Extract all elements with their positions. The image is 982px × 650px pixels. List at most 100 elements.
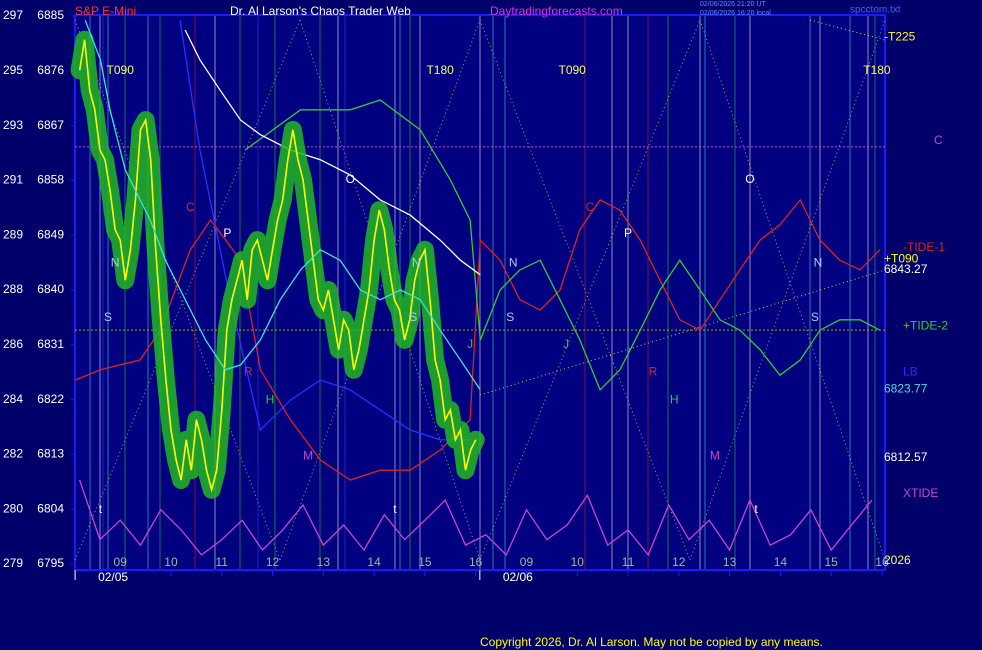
y-left-label: 295 <box>3 63 23 77</box>
annotation: M <box>710 448 720 462</box>
annotation: t <box>99 502 103 516</box>
series-line <box>184 29 481 276</box>
y-tick-label: 6867 <box>37 118 64 132</box>
y-left-label: 284 <box>3 392 23 406</box>
y-left-label: 288 <box>3 282 23 296</box>
series-label: XTIDE <box>903 486 938 500</box>
copyright: Copyright 2026, Dr. Al Larson. May not b… <box>480 635 823 649</box>
time-line <box>479 19 691 561</box>
annotation: J <box>467 337 473 351</box>
x-tick-label: 15 <box>418 555 432 569</box>
x-tick-label: 11 <box>622 555 635 569</box>
annotation: T180 <box>863 63 891 77</box>
x-tick-label: 09 <box>114 555 128 569</box>
y-left-label: 297 <box>3 8 23 22</box>
y-tick-label: 6885 <box>37 8 64 22</box>
date-label: 02/06 <box>503 570 533 584</box>
annotation: O <box>346 172 355 186</box>
annotation: R <box>649 364 658 378</box>
y-tick-label: 6840 <box>37 282 64 296</box>
y-left-label: 293 <box>3 118 23 132</box>
y-tick-label: 6849 <box>37 227 64 241</box>
annotation: T090 <box>558 63 586 77</box>
series-line <box>84 20 481 391</box>
y-tick-label: 6813 <box>37 447 64 461</box>
series-line <box>179 20 471 441</box>
annotation: R <box>244 364 253 378</box>
file-name: spcctom.txt <box>850 5 901 16</box>
x-tick-label: 14 <box>774 555 788 569</box>
x-tick-label: 16 <box>875 555 889 569</box>
y-left-label: 280 <box>3 501 23 515</box>
right-label: 6812.57 <box>884 450 928 464</box>
annotation: J <box>563 337 569 351</box>
y-tick-label: 6876 <box>37 63 64 77</box>
symbol: S&P E-Mini <box>75 4 136 18</box>
annotation: M <box>303 448 313 462</box>
time-line <box>809 19 886 41</box>
annotation: H <box>266 392 275 406</box>
annotation: T180 <box>426 63 454 77</box>
site: Daytradingforecasts.com <box>490 4 623 18</box>
x-tick-label: 12 <box>266 555 280 569</box>
y-left-label: 289 <box>3 227 23 241</box>
annotation: N <box>111 255 120 269</box>
right-label: 2026 <box>884 553 911 567</box>
stamp: 02/06/2026 21:20 UT <box>700 1 766 8</box>
series-line <box>244 99 881 392</box>
series-label: LB <box>903 364 918 378</box>
y-tick-label: 6822 <box>37 392 64 406</box>
annotation: S <box>409 310 417 324</box>
x-tick-label: 14 <box>367 555 381 569</box>
annotation: N <box>509 255 518 269</box>
annotation: S <box>811 310 819 324</box>
annotation: T090 <box>107 63 135 77</box>
x-tick-label: 09 <box>520 555 534 569</box>
annotation: t <box>754 502 758 516</box>
series-label: -TIDE-1 <box>903 240 945 254</box>
annotation: t <box>393 502 397 516</box>
annotation: C <box>186 200 195 214</box>
header-title: Dr. Al Larson's Chaos Trader Web <box>230 4 411 18</box>
time-line <box>74 19 281 561</box>
y-left-label: 286 <box>3 337 23 351</box>
annotation: P <box>223 226 231 240</box>
right-label: 6843.27 <box>884 262 928 276</box>
annotation: O <box>745 172 754 186</box>
y-tick-label: 6795 <box>37 556 64 570</box>
annotation: S <box>104 310 112 324</box>
y-tick-label: 6804 <box>37 501 64 515</box>
annotation: S <box>506 310 514 324</box>
stamp: 02/06/2026 16:20 local <box>700 10 771 17</box>
annotation: N <box>412 255 421 269</box>
annotation: C <box>586 200 595 214</box>
x-tick-label: 16 <box>469 555 483 569</box>
annotation: H <box>670 392 679 406</box>
series-line <box>74 198 881 481</box>
x-tick-label: 10 <box>164 555 178 569</box>
x-tick-label: 15 <box>824 555 838 569</box>
y-left-label: 282 <box>3 447 23 461</box>
x-tick-label: 11 <box>216 555 229 569</box>
right-label: C <box>934 133 943 147</box>
right-label: 6823.77 <box>884 381 928 395</box>
time-line <box>74 19 301 561</box>
y-left-label: 279 <box>3 556 23 570</box>
y-left-label: 291 <box>3 173 23 187</box>
series-line <box>78 479 873 557</box>
x-tick-label: 10 <box>571 555 585 569</box>
x-tick-label: 13 <box>723 555 737 569</box>
series-line <box>78 39 477 493</box>
right-label: +T090 <box>884 252 919 266</box>
right-label: -T225 <box>884 29 916 43</box>
y-tick-label: 6858 <box>37 173 64 187</box>
date-label: 02/05 <box>98 570 128 584</box>
y-tick-label: 6831 <box>37 337 64 351</box>
x-tick-label: 12 <box>672 555 686 569</box>
annotation: P <box>624 226 632 240</box>
annotation: N <box>814 255 823 269</box>
x-tick-label: 13 <box>317 555 331 569</box>
series-label: +TIDE-2 <box>903 319 948 333</box>
